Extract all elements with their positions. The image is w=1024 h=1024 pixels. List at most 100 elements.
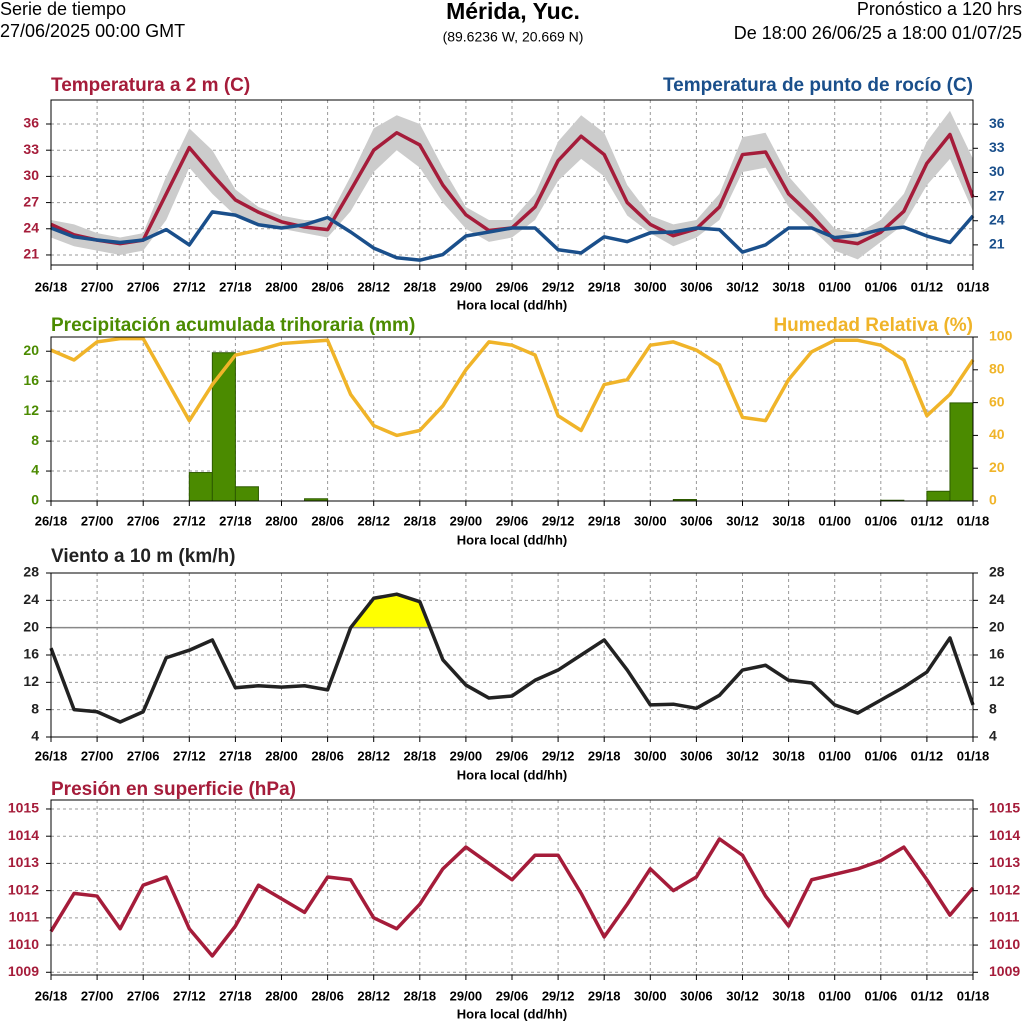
- y-tick-label: 12: [23, 673, 39, 689]
- bar: [234, 486, 259, 502]
- y-tick-label-right: 1011: [989, 909, 1020, 925]
- plot-frame: [50, 572, 974, 738]
- x-tick-label: 28/12: [357, 513, 390, 528]
- y-tick-label-right: 16: [989, 646, 1005, 662]
- x-tick-label: 30/18: [772, 988, 805, 1003]
- x-tick-label: 27/18: [219, 513, 252, 528]
- x-tick-label: 27/06: [127, 988, 160, 1003]
- x-tick-label: 01/18: [957, 279, 990, 294]
- y-tick-label-right: 1009: [989, 963, 1020, 979]
- y-tick-label: 24: [23, 219, 39, 235]
- x-tick-label: 01/06: [865, 513, 898, 528]
- y2-tick-label: 21: [989, 236, 1005, 252]
- series-line: [50, 210, 975, 262]
- x-tick-label: 27/00: [81, 279, 114, 294]
- series-title: Viento a 10 m (km/h): [51, 546, 235, 567]
- y-tick-label: 21: [23, 246, 39, 262]
- x-tick-label: 30/00: [634, 988, 667, 1003]
- x-tick-label: 01/00: [818, 279, 851, 294]
- x-tick-label: 26/18: [35, 513, 68, 528]
- y-tick-label: 1009: [8, 963, 39, 979]
- x-tick-label: 28/06: [311, 748, 344, 763]
- x-tick-label: 29/12: [542, 279, 575, 294]
- x-axis-label: Hora local (dd/hh): [457, 767, 568, 782]
- y-tick-label-right: 28: [989, 564, 1005, 580]
- y-tick-label-right: 1014: [989, 827, 1020, 843]
- y-tick-label: 4: [31, 728, 39, 744]
- y-tick-label-right: 8: [989, 700, 997, 716]
- x-tick-label: 01/18: [957, 513, 990, 528]
- x-tick-label: 27/06: [127, 279, 160, 294]
- x-tick-label: 28/06: [311, 513, 344, 528]
- y-tick-label: 1011: [9, 909, 40, 925]
- y-tick-label-right: 4: [989, 728, 997, 744]
- x-tick-label: 30/18: [772, 279, 805, 294]
- x-tick-label: 28/18: [404, 988, 437, 1003]
- x-tick-label: 30/18: [772, 748, 805, 763]
- x-tick-label: 28/00: [265, 513, 298, 528]
- bar: [211, 352, 236, 502]
- x-tick-label: 29/00: [450, 748, 483, 763]
- y-tick-label-right: 24: [989, 591, 1005, 607]
- y-tick-label: 1014: [8, 827, 39, 843]
- x-tick-label: 29/18: [588, 748, 621, 763]
- x-tick-label: 30/00: [634, 513, 667, 528]
- x-tick-label: 01/12: [911, 279, 944, 294]
- x-tick-label: 27/18: [219, 988, 252, 1003]
- plot-frame: [50, 799, 974, 976]
- x-tick-label: 30/12: [726, 279, 759, 294]
- x-tick-label: 27/06: [127, 513, 160, 528]
- plot-frame: [50, 99, 974, 266]
- x-tick-label: 28/00: [265, 988, 298, 1003]
- y2-tick-label: 100: [989, 328, 1013, 344]
- x-tick-label: 30/06: [680, 988, 713, 1003]
- y-tick-label-right: 1015: [989, 800, 1020, 816]
- y-tick-label: 33: [23, 141, 39, 157]
- y2-tick-label: 40: [989, 426, 1005, 442]
- x-tick-label: 29/06: [496, 748, 529, 763]
- x-tick-label: 01/00: [818, 513, 851, 528]
- header-text: Pronóstico a 120 hrs: [857, 0, 1022, 19]
- x-tick-label: 26/18: [35, 279, 68, 294]
- x-tick-label: 27/12: [173, 748, 206, 763]
- y2-tick-label: 36: [989, 115, 1005, 131]
- x-tick-label: 30/06: [680, 279, 713, 294]
- header-text: 27/06/2025 00:00 GMT: [0, 21, 185, 41]
- y2-tick-label: 0: [989, 492, 997, 508]
- x-tick-label: 28/18: [404, 279, 437, 294]
- x-tick-label: 30/12: [726, 513, 759, 528]
- y2-tick-label: 80: [989, 361, 1005, 377]
- series-line: [49, 837, 975, 958]
- y-tick-label: 24: [23, 591, 39, 607]
- y-tick-label-right: 20: [989, 618, 1005, 634]
- y2-tick-label: 60: [989, 393, 1005, 409]
- x-tick-label: 26/18: [35, 988, 68, 1003]
- x-axis-label: Hora local (dd/hh): [457, 297, 568, 312]
- header-subtitle: (89.6236 W, 20.669 N): [443, 29, 584, 45]
- x-tick-label: 30/06: [680, 513, 713, 528]
- x-tick-label: 30/00: [634, 748, 667, 763]
- x-tick-label: 27/00: [81, 748, 114, 763]
- y-tick-label: 12: [23, 402, 39, 418]
- x-tick-label: 01/12: [911, 988, 944, 1003]
- x-tick-label: 29/18: [588, 279, 621, 294]
- x-tick-label: 30/12: [726, 748, 759, 763]
- x-tick-label: 01/18: [957, 748, 990, 763]
- x-tick-label: 29/06: [496, 279, 529, 294]
- x-tick-label: 01/00: [818, 988, 851, 1003]
- x-tick-label: 27/18: [219, 279, 252, 294]
- series-title: Humedad Relativa (%): [773, 315, 973, 336]
- x-tick-label: 29/00: [450, 513, 483, 528]
- y-tick-label: 20: [23, 342, 39, 358]
- series-title: Presión en superficie (hPa): [51, 779, 296, 800]
- x-tick-label: 27/12: [173, 279, 206, 294]
- x-tick-label: 01/18: [957, 988, 990, 1003]
- y-tick-label: 1015: [8, 800, 39, 816]
- x-tick-label: 28/06: [311, 279, 344, 294]
- x-tick-label: 28/12: [357, 748, 390, 763]
- y2-tick-label: 33: [989, 139, 1005, 155]
- x-tick-label: 29/12: [542, 513, 575, 528]
- x-tick-label: 28/00: [265, 279, 298, 294]
- y-tick-label: 8: [31, 700, 39, 716]
